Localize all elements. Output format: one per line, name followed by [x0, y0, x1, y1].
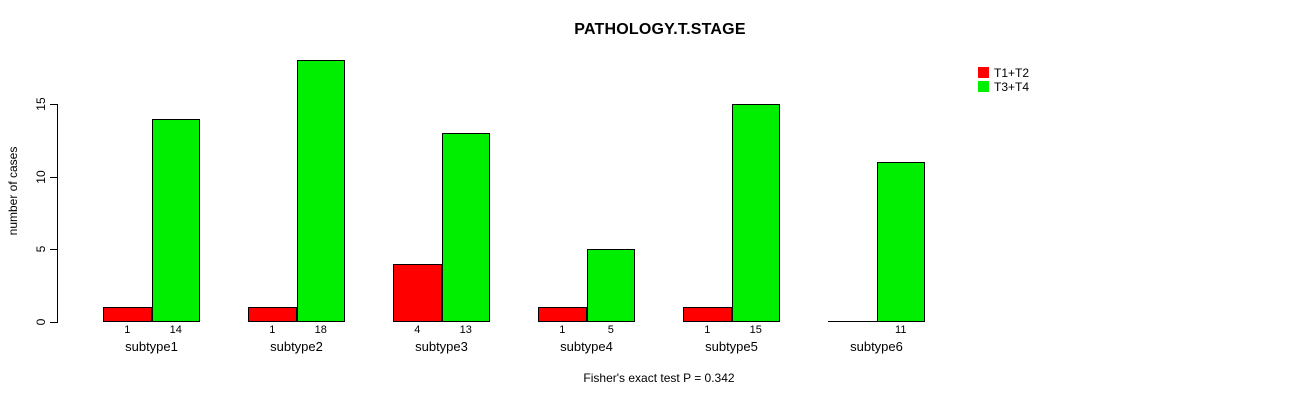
bar-count-label: 18	[314, 324, 327, 336]
y-tick-mark	[50, 249, 57, 251]
category-label-subtype3: subtype3	[415, 339, 468, 354]
bar-count-label: 13	[459, 324, 472, 336]
category-label-subtype6: subtype6	[850, 339, 903, 354]
bar-count-label: 1	[704, 324, 711, 336]
bar-t1t2-subtype1	[103, 307, 152, 322]
y-tick-mark	[50, 176, 57, 178]
chart-title: PATHOLOGY.T.STAGE	[574, 21, 746, 38]
bar-count-label: 1	[269, 324, 276, 336]
bar-t1t2-subtype4	[538, 307, 587, 322]
bar-t3t4-subtype2	[296, 60, 345, 322]
bar-t3t4-subtype3	[441, 133, 490, 322]
y-tick-label: 5	[34, 245, 48, 253]
bar-count-label: 11	[895, 324, 907, 336]
legend-swatch-icon	[978, 81, 989, 92]
annotation-text: Fisher's exact test P = 0.342	[583, 371, 735, 385]
category-label-subtype5: subtype5	[705, 339, 758, 354]
bar-count-label: 4	[414, 324, 421, 336]
category-label-subtype4: subtype4	[560, 339, 613, 354]
y-tick-mark	[50, 322, 57, 323]
y-tick-label: 15	[34, 97, 48, 111]
y-axis-label: number of cases	[6, 146, 20, 236]
bar-t1t2-subtype6-zero	[828, 321, 877, 322]
legend-row: T1+T2	[978, 66, 1029, 79]
legend-label: T3+T4	[994, 79, 1030, 94]
bar-t1t2-subtype3	[393, 263, 442, 322]
bar-t1t2-subtype2	[248, 307, 297, 322]
legend-row: T3+T4	[978, 80, 1029, 93]
bar-t3t4-subtype6	[876, 162, 925, 322]
y-tick-label: 10	[34, 169, 48, 184]
bar-count-label: 1	[124, 324, 131, 336]
legend-swatch-icon	[978, 67, 989, 78]
y-axis-line	[57, 104, 58, 323]
bar-t3t4-subtype1	[151, 118, 200, 322]
bar-t1t2-subtype5	[683, 307, 732, 322]
category-label-subtype1: subtype1	[125, 339, 178, 354]
y-tick-mark	[50, 104, 57, 105]
bar-t3t4-subtype5	[731, 104, 780, 322]
category-label-subtype2: subtype2	[270, 339, 323, 354]
bar-count-label: 14	[169, 324, 182, 336]
bar-count-label: 15	[749, 324, 762, 336]
bar-t3t4-subtype4	[586, 249, 635, 322]
y-tick-label: 0	[34, 318, 48, 326]
legend: T1+T2 T3+T4	[978, 66, 1029, 94]
legend-label: T1+T2	[994, 65, 1030, 80]
bar-count-label: 5	[607, 324, 614, 336]
bar-count-label: 1	[559, 324, 566, 336]
